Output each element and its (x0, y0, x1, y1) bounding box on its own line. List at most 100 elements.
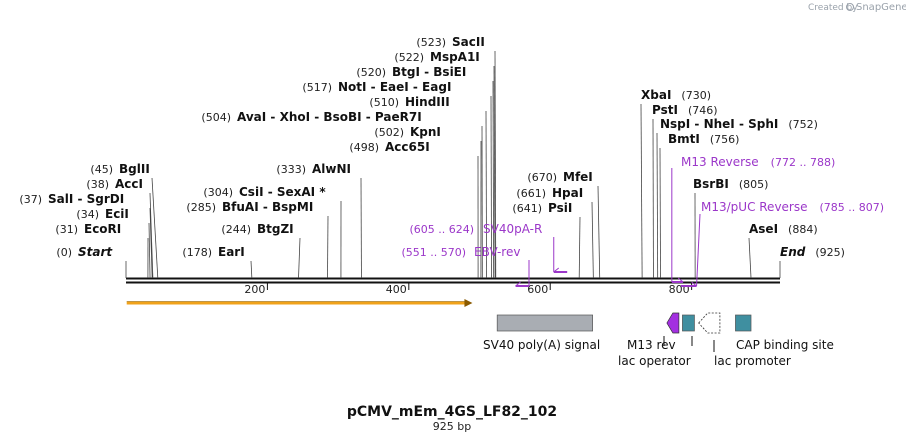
site-line-nspi-nhei-sphi (656, 132, 659, 279)
site-pos-psti: (746) (688, 104, 718, 117)
site-line-asei (748, 237, 752, 279)
feature-m13-rev-arrow (666, 312, 680, 334)
primer-range-ebv-rev: (551 .. 570) (401, 246, 466, 259)
primer-name-sv40pa-r: SV40pA-R (483, 222, 542, 236)
site-pos-csii-sexai: (304) (203, 186, 233, 199)
site-name-mspa1i: MspA1I (430, 50, 480, 64)
map-subtitle: 925 bp (433, 420, 471, 433)
feature-cap-binding-site (735, 314, 752, 332)
primer-layer: (551 .. 570) EBV-rev(605 .. 624) SV40pA-R M… (401, 155, 885, 287)
site-pos-btgi-bsiei: (520) (356, 66, 386, 79)
site-name-avai-xhoi-bsobi-paer7i: AvaI - XhoI - BsoBI - PaeR7I (237, 110, 422, 124)
site-line-ecii (148, 222, 151, 279)
site-name-noti-eaei-eagi: NotI - EaeI - EagI (338, 80, 451, 94)
site-line-btgzi (298, 237, 301, 279)
site-pos-acci: (38) (86, 178, 109, 191)
site-line-bmti (659, 147, 661, 279)
feature-lac-operator (682, 314, 695, 332)
site-line-sali-sgrdi (149, 207, 153, 279)
feature-lac-promoter-arrow (698, 312, 721, 334)
primer-range-m13-reverse: (772 .. 788) (771, 156, 836, 169)
primer-head-ebv-rev (515, 281, 521, 287)
site-line-mfei (597, 185, 601, 279)
site-line-eari (250, 260, 253, 279)
feature-orf-arrow-icon (464, 299, 473, 307)
site-pos-acc65i: (498) (349, 141, 379, 154)
site-pos-ecori: (31) (55, 223, 78, 236)
site-pos-bsrbi: (805) (739, 178, 769, 191)
primer-head-m13-reverse (677, 277, 684, 283)
site-pos-asei: (884) (788, 223, 818, 236)
site-name-csii-sexai: CsiI - SexAI * (239, 185, 326, 199)
site-name-bmti: BmtI (668, 132, 700, 146)
map-title: pCMV_mEm_4GS_LF82_102 (347, 404, 557, 420)
site-name-btgi-bsiei: BtgI - BsiEI (392, 65, 466, 79)
primer-range-sv40pa-r: (605 .. 624) (409, 223, 474, 236)
site-pos-ecii: (34) (76, 208, 99, 221)
site-pos-bmti: (756) (710, 133, 740, 146)
site-name-hpai: HpaI (552, 186, 583, 200)
site-line-psii (578, 216, 581, 279)
site-name-btgzi: BtgZI (257, 222, 294, 236)
site-pos-kpni: (502) (374, 126, 404, 139)
site-pos-nspi-nhei-sphi: (752) (788, 118, 818, 131)
site-line-noti-eaei-eagi (490, 95, 492, 279)
site-pos-hpai: (661) (516, 187, 546, 200)
primer-head-sv40pa-r (553, 267, 560, 273)
site-line-xbai (640, 103, 643, 279)
site-name-ecii: EciI (105, 207, 129, 221)
site-pos-hindiii: (510) (369, 96, 399, 109)
site-name-hindiii: HindIII (405, 95, 450, 109)
feature-label-cap: CAP binding site (736, 338, 834, 352)
ruler: 200 400 600 800 (244, 283, 693, 296)
tick-label-600: 600 (527, 283, 548, 296)
snapgene-logo-icon (846, 3, 854, 11)
primer-range-m13-puc-reverse: (785 .. 807) (820, 201, 885, 214)
primer-name-m13-reverse: M13 Reverse (681, 155, 759, 169)
site-name-acc65i: Acc65I (385, 140, 430, 154)
feature-label-sv40: SV40 poly(A) signal (483, 338, 600, 352)
site-name-mfei: MfeI (563, 170, 593, 184)
site-pos-bfuai-bspmi: (285) (186, 201, 216, 214)
site-line-btgi-bsiei (492, 80, 495, 279)
snapgene-brand: SnapGene (856, 2, 906, 13)
tick-label-800: 800 (669, 283, 690, 296)
site-line-bglii (151, 177, 159, 279)
site-name-start: Start (78, 245, 113, 259)
site-name-bfuai-bspmi: BfuAI - BspMI (222, 200, 313, 214)
primer-head-m13-puc-reverse (691, 281, 697, 287)
site-pos-mfei: (670) (527, 171, 557, 184)
site-pos-bglii: (45) (90, 163, 113, 176)
feature-label-m13rev: M13 rev (627, 338, 676, 352)
site-name-acci: AccI (115, 177, 143, 191)
site-line-acci (149, 192, 154, 279)
restriction-site-labels: Start (0) EcoRI (31) EciI (34) SalI - SgrDI (37… (19, 35, 845, 259)
site-line-hpai (591, 201, 594, 279)
tick-label-200: 200 (244, 283, 265, 296)
backbone (126, 277, 780, 284)
feature-label-lacop: lac operator (618, 354, 691, 368)
site-pos-btgzi: (244) (221, 223, 251, 236)
primer-name-ebv-rev: EBV-rev (474, 245, 520, 259)
primer-leader-m13-puc-reverse (696, 213, 701, 287)
site-name-sali-sgrdi: SalI - SgrDI (48, 192, 124, 206)
feature-sv40-poly-a-signal (496, 314, 593, 332)
site-pos-sacii: (523) (416, 36, 446, 49)
site-name-kpni: KpnI (410, 125, 441, 139)
site-line-sacii (494, 50, 497, 279)
site-pos-sali-sgrdi: (37) (19, 193, 42, 206)
primer-name-m13-puc-reverse: M13/pUC Reverse (701, 200, 808, 214)
site-name-psti: PstI (652, 103, 678, 117)
site-name-eari: EarI (218, 245, 245, 259)
site-name-bsrbi: BsrBI (693, 177, 729, 191)
site-pos-psii: (641) (512, 202, 542, 215)
site-name-end: End (780, 245, 806, 259)
site-pos-alwni: (333) (276, 163, 306, 176)
site-pos-mspa1i: (522) (394, 51, 424, 64)
site-pos-end: (925) (815, 246, 845, 259)
site-leader-lines (125, 50, 781, 279)
site-name-ecori: EcoRI (84, 222, 121, 236)
site-pos-xbai: (730) (681, 89, 711, 102)
site-name-xbai: XbaI (641, 88, 671, 102)
